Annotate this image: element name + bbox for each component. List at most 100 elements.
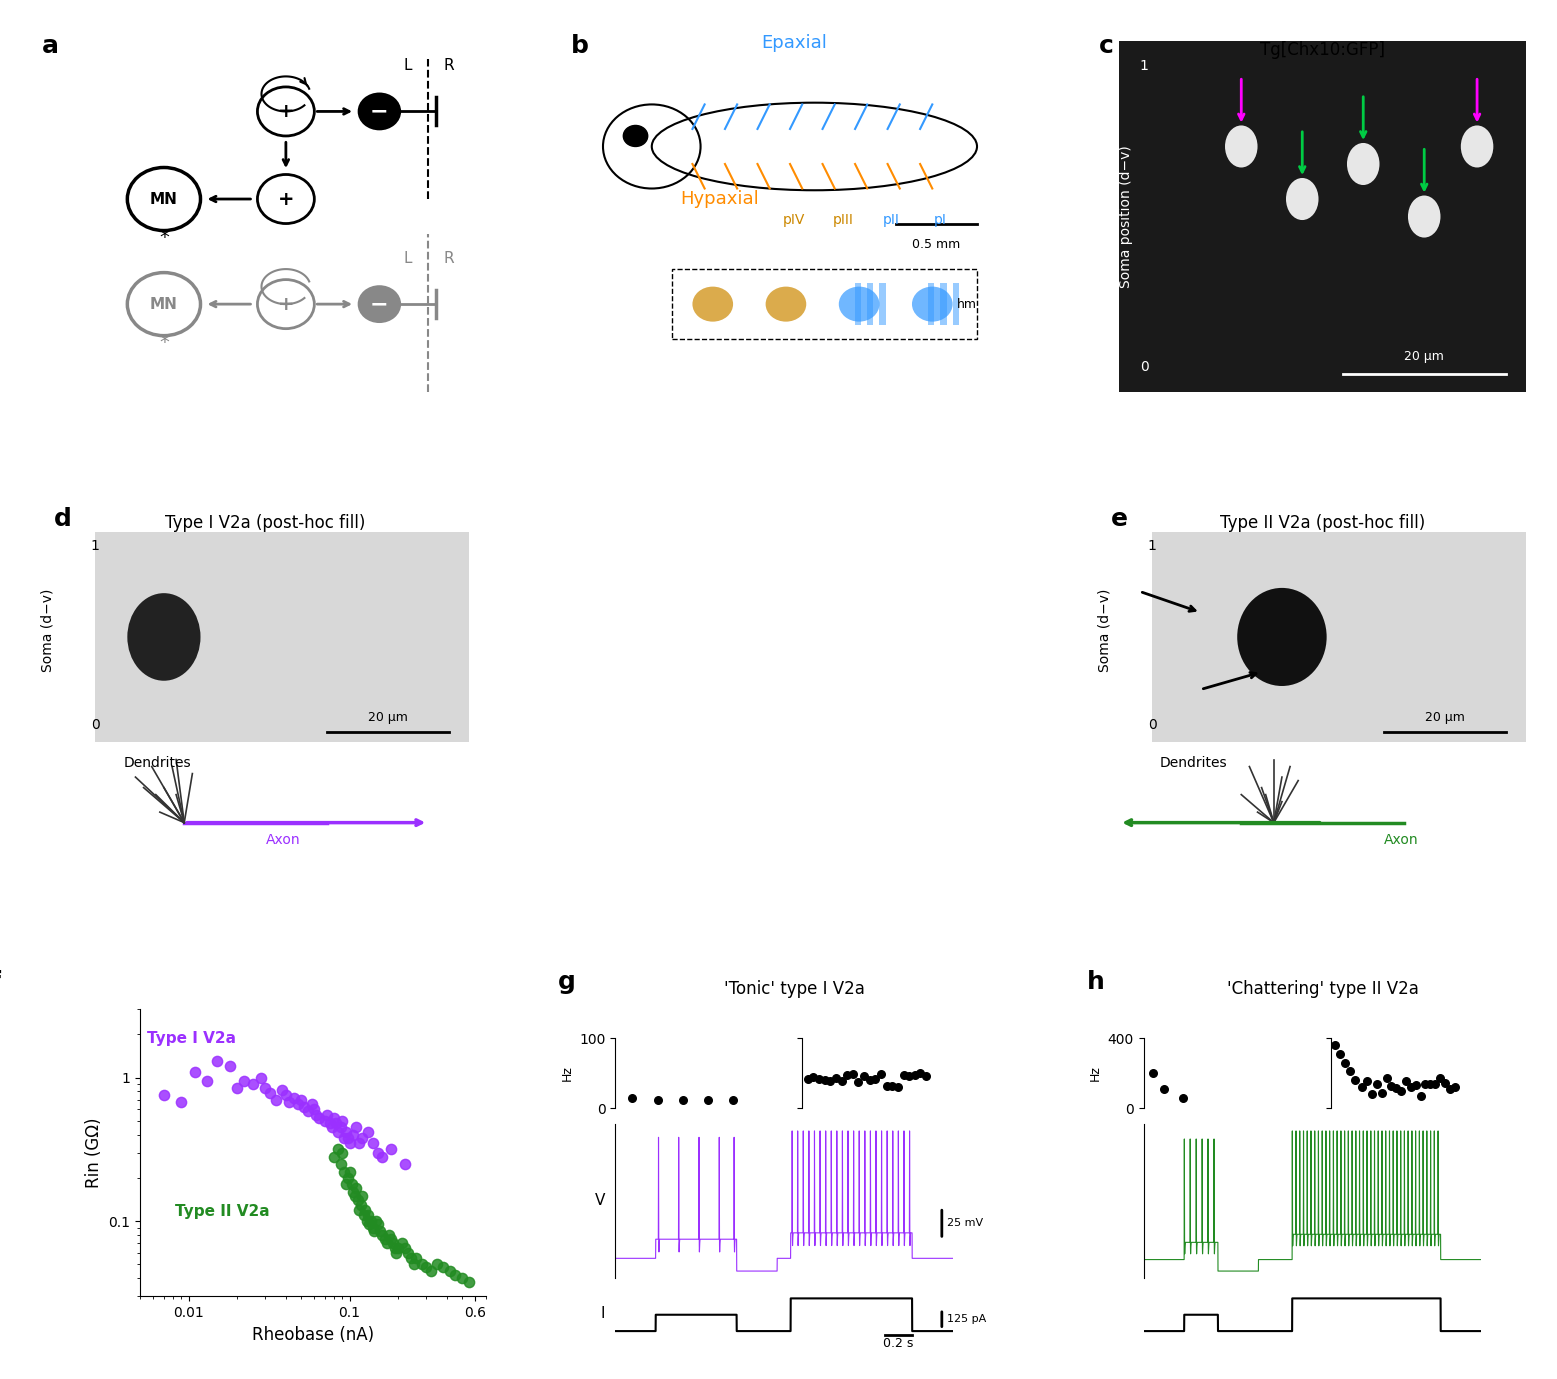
Point [1140, 1062, 1165, 1084]
Point [863, 1069, 887, 1091]
Circle shape [360, 94, 400, 130]
Point [409, 1254, 434, 1276]
Text: *: * [159, 228, 168, 247]
Point [414, 1256, 439, 1278]
Point [324, 1113, 349, 1135]
Text: Tg[Chx10:GFP]: Tg[Chx10:GFP] [1260, 41, 1386, 59]
Text: b: b [570, 34, 589, 58]
Point [355, 1121, 380, 1143]
Point [381, 1237, 406, 1259]
Text: MN: MN [149, 296, 177, 312]
Point [721, 1089, 746, 1111]
Point [456, 1270, 481, 1292]
Point [431, 1256, 456, 1278]
Point [182, 1060, 207, 1083]
Point [869, 1063, 894, 1085]
X-axis label: Rheobase (nA): Rheobase (nA) [252, 1325, 374, 1343]
Point [399, 1248, 424, 1270]
Point [1337, 1060, 1362, 1083]
Point [336, 1167, 361, 1189]
Text: 25 mV: 25 mV [947, 1218, 984, 1227]
Point [386, 1237, 411, 1259]
Point [813, 1069, 838, 1091]
Point [385, 1242, 409, 1265]
Point [344, 1178, 369, 1200]
Point [288, 1089, 313, 1111]
Point [880, 1074, 905, 1096]
Point [372, 1229, 397, 1251]
Point [350, 1185, 375, 1207]
Point [341, 1180, 366, 1202]
Text: Type I V2a (post-hoc fill): Type I V2a (post-hoc fill) [165, 514, 366, 532]
Point [361, 1220, 386, 1242]
Point [1359, 1083, 1384, 1105]
Point [349, 1194, 374, 1216]
Point [195, 1070, 220, 1092]
Point [269, 1078, 294, 1100]
Text: 0: 0 [1148, 717, 1157, 731]
Point [299, 1094, 324, 1116]
Point [392, 1237, 417, 1259]
Point [1328, 1043, 1353, 1065]
Point [800, 1066, 825, 1088]
Point [343, 1185, 367, 1207]
Point [168, 1091, 193, 1113]
Point [1384, 1077, 1409, 1099]
Text: g: g [559, 969, 576, 994]
Text: L: L [403, 58, 413, 73]
Point [282, 1087, 307, 1109]
Y-axis label: Hz: Hz [1090, 1065, 1102, 1081]
Text: V: V [595, 1193, 606, 1208]
Text: Hypaxial: Hypaxial [680, 190, 758, 208]
Text: +: + [277, 295, 294, 313]
Circle shape [766, 287, 807, 321]
Point [1403, 1074, 1428, 1096]
Text: 1: 1 [1140, 59, 1149, 73]
Text: a: a [42, 34, 59, 58]
Ellipse shape [128, 593, 201, 681]
Point [347, 1198, 372, 1220]
Point [425, 1254, 450, 1276]
Point [332, 1161, 357, 1183]
Point [355, 1211, 380, 1233]
Point [403, 1248, 428, 1270]
Bar [928, 283, 934, 325]
Point [313, 1110, 338, 1132]
Text: R: R [444, 251, 453, 266]
Text: 0.5 mm: 0.5 mm [912, 237, 961, 251]
Point [151, 1084, 176, 1106]
Point [371, 1225, 395, 1247]
Point [1437, 1078, 1462, 1100]
Point [338, 1132, 363, 1154]
Ellipse shape [1408, 196, 1440, 237]
Text: +: + [277, 102, 294, 121]
Circle shape [912, 287, 953, 321]
Bar [673, 269, 978, 339]
Point [366, 1214, 391, 1236]
Point [329, 1116, 353, 1138]
Text: Axon: Axon [1384, 833, 1418, 847]
Point [1350, 1076, 1375, 1098]
Point [350, 1127, 375, 1149]
Point [891, 1065, 916, 1087]
Text: 0: 0 [90, 717, 100, 731]
Point [1333, 1052, 1358, 1074]
Point [224, 1077, 249, 1099]
Text: d: d [54, 507, 72, 531]
Point [330, 1142, 355, 1164]
Point [272, 1084, 297, 1106]
Point [1412, 1073, 1437, 1095]
Point [333, 1174, 358, 1196]
Point [419, 1260, 444, 1282]
Point [1171, 1087, 1196, 1109]
Point [1323, 1034, 1348, 1056]
Point [852, 1065, 877, 1087]
Point [1408, 1084, 1432, 1106]
Text: I: I [601, 1306, 606, 1321]
Point [358, 1211, 383, 1233]
Point [252, 1077, 277, 1099]
Point [263, 1089, 288, 1111]
Point [339, 1174, 364, 1196]
Point [1418, 1073, 1443, 1095]
Point [824, 1067, 849, 1089]
